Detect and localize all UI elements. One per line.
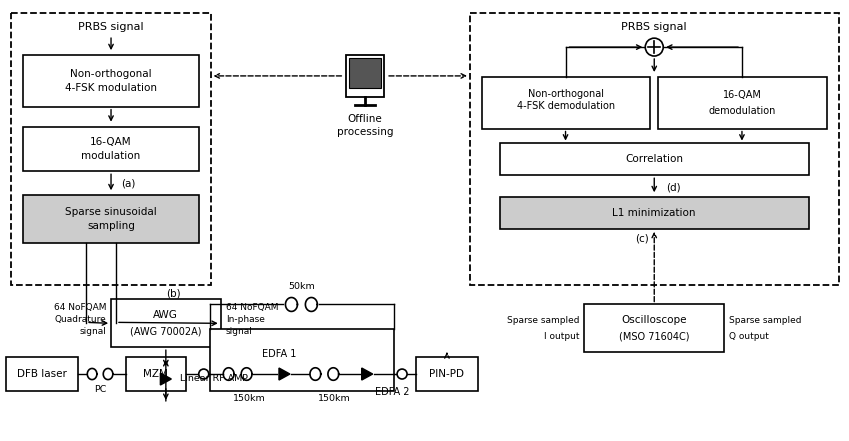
Bar bbox=[469, 13, 839, 284]
Text: 4-FSK demodulation: 4-FSK demodulation bbox=[517, 101, 615, 111]
Bar bbox=[111, 299, 221, 347]
Text: signal: signal bbox=[226, 327, 252, 336]
Bar bbox=[500, 143, 809, 175]
Text: (d): (d) bbox=[666, 182, 681, 192]
Circle shape bbox=[397, 369, 407, 379]
Text: Sparse sampled: Sparse sampled bbox=[729, 316, 801, 325]
Bar bbox=[416, 357, 478, 391]
Text: Correlation: Correlation bbox=[625, 154, 683, 164]
Text: Non-orthogonal: Non-orthogonal bbox=[70, 69, 152, 79]
Text: modulation: modulation bbox=[82, 151, 141, 161]
Polygon shape bbox=[279, 368, 290, 380]
Text: (MSO 71604C): (MSO 71604C) bbox=[619, 331, 689, 341]
Bar bbox=[349, 58, 381, 88]
Text: 150km: 150km bbox=[233, 394, 266, 404]
Bar bbox=[126, 357, 186, 391]
Text: 4-FSK modulation: 4-FSK modulation bbox=[65, 83, 157, 93]
Text: EDFA 2: EDFA 2 bbox=[375, 387, 410, 397]
Circle shape bbox=[199, 369, 209, 379]
Bar bbox=[210, 329, 394, 391]
Polygon shape bbox=[160, 373, 171, 385]
Bar bbox=[23, 195, 199, 243]
Text: Sparse sampled: Sparse sampled bbox=[507, 316, 580, 325]
Bar bbox=[584, 304, 724, 352]
Text: signal: signal bbox=[79, 327, 106, 336]
Bar bbox=[23, 55, 199, 107]
Text: (c): (c) bbox=[636, 234, 649, 244]
Text: PC: PC bbox=[94, 385, 106, 394]
Text: MZM: MZM bbox=[143, 369, 168, 379]
Text: Offline: Offline bbox=[348, 114, 383, 123]
Text: (a): (a) bbox=[121, 178, 135, 188]
Text: Oscilloscope: Oscilloscope bbox=[621, 315, 687, 325]
Text: 64 NoFQAM: 64 NoFQAM bbox=[226, 303, 278, 312]
Text: 50km: 50km bbox=[288, 282, 315, 291]
Text: DFB laser: DFB laser bbox=[17, 369, 67, 379]
Text: demodulation: demodulation bbox=[709, 106, 776, 116]
Text: Q output: Q output bbox=[729, 332, 769, 341]
Text: 150km: 150km bbox=[318, 394, 351, 404]
Text: Sparse sinusoidal: Sparse sinusoidal bbox=[65, 207, 157, 217]
Bar bbox=[658, 77, 827, 129]
Text: 64 NoFQAM: 64 NoFQAM bbox=[53, 303, 106, 312]
Text: EDFA 1: EDFA 1 bbox=[262, 349, 296, 359]
Text: PRBS signal: PRBS signal bbox=[621, 22, 687, 32]
Bar bbox=[482, 77, 650, 129]
Text: 16-QAM: 16-QAM bbox=[90, 137, 132, 147]
Text: Quadrature: Quadrature bbox=[54, 315, 106, 324]
Text: Non-orthogonal: Non-orthogonal bbox=[528, 89, 604, 99]
Text: (b): (b) bbox=[166, 288, 181, 299]
Text: Linear RF AMP.: Linear RF AMP. bbox=[180, 374, 250, 382]
Bar bbox=[23, 127, 199, 171]
Polygon shape bbox=[362, 368, 373, 380]
Bar bbox=[346, 55, 384, 97]
Bar bbox=[11, 13, 211, 284]
Bar bbox=[7, 357, 78, 391]
Text: (AWG 70002A): (AWG 70002A) bbox=[130, 326, 201, 336]
Text: PRBS signal: PRBS signal bbox=[78, 22, 143, 32]
Text: AWG: AWG bbox=[154, 310, 178, 321]
Text: L1 minimization: L1 minimization bbox=[612, 208, 696, 218]
Text: processing: processing bbox=[337, 127, 393, 137]
Text: 16-QAM: 16-QAM bbox=[723, 90, 762, 100]
Circle shape bbox=[645, 38, 663, 56]
Text: In-phase: In-phase bbox=[226, 315, 265, 324]
Bar bbox=[500, 197, 809, 229]
Text: I output: I output bbox=[544, 332, 580, 341]
Text: PIN-PD: PIN-PD bbox=[430, 369, 464, 379]
Text: sampling: sampling bbox=[87, 221, 135, 231]
